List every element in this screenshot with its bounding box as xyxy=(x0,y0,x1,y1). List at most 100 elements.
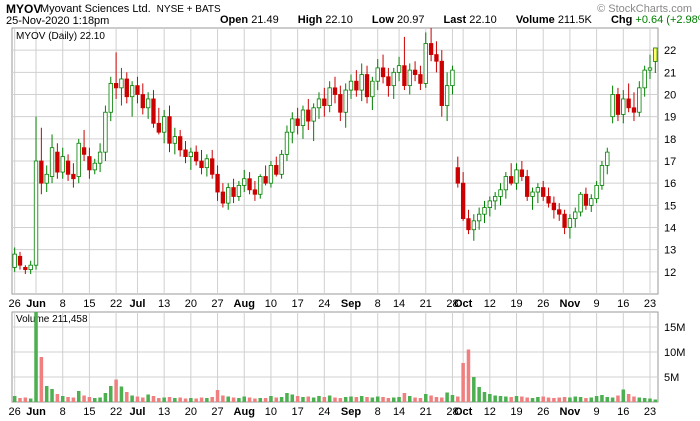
volume-bar xyxy=(92,398,97,402)
volume-bar xyxy=(322,397,327,402)
candle-body xyxy=(482,207,487,215)
x-tick-label: Jun xyxy=(26,298,46,310)
volume-bar xyxy=(109,386,113,402)
volume-bar xyxy=(423,394,428,402)
candle-body xyxy=(514,169,519,184)
volume-bar xyxy=(456,396,460,402)
candle-body xyxy=(487,200,492,208)
candle-body xyxy=(407,69,412,87)
candle-body xyxy=(423,43,428,84)
price-tick-label: 19 xyxy=(664,112,676,124)
candle-body xyxy=(156,122,161,133)
volume-bar xyxy=(568,397,572,402)
candle-body xyxy=(375,67,380,82)
volume-x-tick-label: Jun xyxy=(26,406,46,418)
volume-bar xyxy=(354,397,359,402)
x-tick-label: Nov xyxy=(560,298,582,310)
candle-body xyxy=(444,85,450,106)
volume-bar xyxy=(621,389,626,402)
candle-body xyxy=(439,60,444,106)
candle-body xyxy=(551,202,557,211)
x-tick-label: 22 xyxy=(110,298,122,310)
ohlc-summary: Open 21.49 High 22.10 Low 20.97 Last 22.… xyxy=(220,14,700,26)
candle-body xyxy=(562,213,567,228)
candle-body xyxy=(476,213,482,222)
volume-label: Volume xyxy=(515,14,555,26)
volume-bar xyxy=(616,395,620,402)
x-tick-label: 26 xyxy=(537,298,549,310)
volume-bar xyxy=(103,393,108,402)
candle-body xyxy=(172,136,177,144)
volume-bar xyxy=(520,396,524,402)
x-tick-label: 28 xyxy=(446,298,458,310)
candle-body xyxy=(637,87,642,113)
volume-bar xyxy=(12,396,17,402)
volume-bar xyxy=(221,395,225,402)
candle-body xyxy=(583,193,589,206)
volume-bar xyxy=(130,395,134,402)
volume-tick-label: 10M xyxy=(664,347,685,359)
volume-bar xyxy=(242,396,247,402)
volume-x-tick-label: 13 xyxy=(158,406,170,418)
candle-body xyxy=(258,176,263,195)
volume-x-tick-label: 17 xyxy=(292,406,304,418)
volume-value: 211.5K xyxy=(557,14,592,26)
volume-bar xyxy=(578,397,583,402)
volume-bar xyxy=(514,396,519,402)
x-tick-label: 14 xyxy=(393,298,405,310)
candle-body xyxy=(338,94,343,113)
low-value: 20.97 xyxy=(396,14,425,26)
candle-body xyxy=(316,98,322,109)
volume-x-tick-label: 8 xyxy=(375,406,381,418)
volume-bar xyxy=(183,398,188,402)
volume-x-tick-label: 14 xyxy=(393,406,405,418)
candle-body xyxy=(178,136,183,151)
volume-bar xyxy=(589,397,594,402)
candle-body xyxy=(653,47,658,62)
volume-x-tick-label: 28 xyxy=(446,406,458,418)
volume-bar xyxy=(114,379,118,402)
price-tick-label: 18 xyxy=(664,134,676,146)
volume-bar xyxy=(60,396,65,402)
candle-body xyxy=(402,65,407,87)
candle-body xyxy=(418,74,423,84)
chg-label: Chg xyxy=(610,14,633,26)
volume-bar xyxy=(600,395,604,402)
x-tick-label: 24 xyxy=(318,298,330,310)
candle-body xyxy=(647,67,653,71)
volume-bar xyxy=(493,395,497,402)
volume-x-tick-label: 24 xyxy=(318,406,330,418)
candle-body xyxy=(39,160,44,184)
volume-bar xyxy=(237,398,241,402)
candle-body xyxy=(428,43,434,55)
volume-bar xyxy=(98,397,102,402)
volume-bar xyxy=(472,377,476,402)
volume-bar xyxy=(66,397,70,402)
candle-body xyxy=(300,109,306,126)
candle-body xyxy=(252,189,258,195)
volume-bar xyxy=(306,396,311,402)
volume-x-tick-label: 22 xyxy=(110,406,122,418)
candle-body xyxy=(391,71,396,87)
candle-body xyxy=(76,142,81,177)
volume-bar xyxy=(39,357,44,402)
volume-bar xyxy=(76,391,81,402)
candle-body xyxy=(412,69,418,75)
volume-legend: Volume 211,458 xyxy=(16,314,88,325)
candle-body xyxy=(55,151,60,173)
volume-bar xyxy=(258,398,263,402)
volume-bar xyxy=(418,398,423,402)
x-tick-label: 16 xyxy=(617,298,629,310)
volume-bar xyxy=(215,390,220,402)
volume-bar xyxy=(194,398,198,402)
volume-bar xyxy=(338,398,343,402)
volume-bar xyxy=(381,397,385,402)
volume-bar xyxy=(413,397,417,402)
candle-body xyxy=(396,65,402,73)
volume-bar xyxy=(552,398,556,402)
volume-bar xyxy=(488,394,492,402)
volume-bar xyxy=(349,396,353,402)
volume-tick-label: 15M xyxy=(664,322,685,334)
volume-x-tick-label: 21 xyxy=(420,406,432,418)
volume-x-tick-label: Aug xyxy=(234,406,255,418)
